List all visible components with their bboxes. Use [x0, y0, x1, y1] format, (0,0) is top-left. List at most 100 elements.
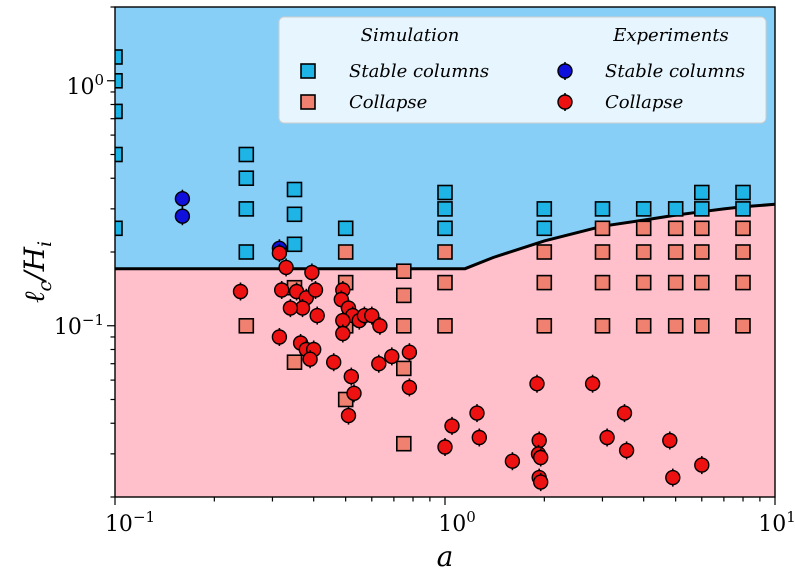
exp-point	[504, 452, 521, 471]
sim-point	[437, 184, 453, 201]
y-tick-exp: −1	[82, 311, 104, 329]
exp-marker	[504, 453, 521, 469]
sim-point	[635, 201, 652, 217]
x-tick-exp: 0	[466, 508, 476, 526]
exp-marker	[599, 429, 615, 446]
exp-point	[437, 438, 453, 456]
sim-point	[437, 274, 453, 291]
sim-point	[735, 274, 751, 291]
legend-label-exp-collapse: Collapse	[605, 92, 683, 113]
x-tick-exp: 1	[786, 508, 795, 526]
sim-point	[735, 184, 751, 201]
exp-marker	[335, 325, 351, 342]
sim-point	[594, 201, 611, 217]
series-experiments-collapse	[232, 244, 710, 492]
x-tick-label-0.1: 10−1	[105, 508, 155, 537]
sim-point	[395, 435, 412, 452]
sim-point	[115, 49, 123, 65]
sim-point	[667, 201, 684, 217]
exp-marker	[662, 432, 678, 449]
series-simulation-collapse	[238, 220, 751, 452]
y-tick-label-0.1: 10−1	[54, 311, 104, 340]
sim-point	[337, 220, 354, 237]
sim-point	[536, 274, 553, 291]
exp-marker	[372, 318, 388, 334]
legend: Simulation Experiments Stable columns Co…	[278, 16, 767, 124]
sim-point	[115, 220, 123, 237]
sim-point	[536, 244, 553, 260]
exp-marker	[174, 208, 191, 224]
exp-point	[340, 406, 357, 425]
exp-point	[584, 374, 601, 393]
exp-marker	[309, 307, 325, 324]
sim-point	[667, 274, 684, 291]
exp-point	[618, 441, 635, 460]
exp-point	[343, 367, 359, 386]
sim-point	[238, 170, 255, 186]
sim-point	[594, 244, 611, 260]
exp-marker	[616, 405, 633, 421]
sim-point	[286, 354, 303, 371]
legend-marker-sim-stable	[300, 63, 316, 79]
sim-point	[395, 263, 412, 280]
sim-point	[238, 201, 255, 217]
axis-ticks	[107, 6, 776, 505]
exp-marker	[371, 356, 387, 372]
sim-point	[693, 317, 710, 334]
exp-marker	[282, 300, 299, 316]
exp-marker	[346, 385, 362, 401]
exp-point	[271, 244, 288, 263]
exp-point	[294, 299, 311, 318]
exp-point	[309, 306, 325, 325]
sim-point	[693, 220, 710, 237]
exp-point	[174, 189, 191, 208]
sim-point	[735, 317, 751, 334]
exp-marker	[326, 354, 342, 370]
exp-marker	[665, 469, 681, 486]
sim-point	[337, 244, 354, 260]
y-tick-exp: 0	[94, 71, 104, 89]
exp-point	[694, 456, 710, 475]
exp-point	[599, 428, 615, 447]
exp-point	[471, 428, 487, 447]
exp-point	[346, 384, 362, 403]
exp-point	[384, 347, 400, 366]
series-simulation-stable-columns	[115, 49, 751, 260]
sim-point	[536, 220, 553, 237]
exp-marker	[437, 439, 453, 455]
exp-point	[304, 263, 320, 282]
exp-point	[326, 353, 342, 372]
sim-point	[594, 317, 611, 334]
legend-marker-exp-collapse	[557, 93, 573, 111]
exp-point	[469, 404, 485, 423]
exp-point	[232, 282, 249, 301]
x-tick-label-1: 100	[438, 508, 476, 537]
sim-point	[635, 220, 652, 237]
exp-point	[533, 448, 549, 467]
sim-point	[635, 244, 652, 260]
legend-label-sim-stable: Stable columns	[349, 61, 489, 82]
exp-marker	[271, 329, 288, 345]
sim-point	[286, 206, 303, 223]
exp-marker	[364, 307, 380, 324]
exp-point	[174, 207, 191, 226]
sim-point	[594, 220, 611, 237]
exp-marker	[232, 283, 249, 300]
legend-label-exp-stable: Stable columns	[605, 61, 745, 82]
sim-point	[437, 317, 453, 334]
exp-point	[364, 306, 380, 325]
sim-point	[635, 317, 652, 334]
exp-point	[616, 404, 633, 423]
y-tick-label-1: 100	[66, 71, 104, 100]
sim-point	[693, 274, 710, 291]
exp-point	[271, 328, 288, 346]
exp-marker	[271, 245, 288, 261]
exp-marker	[444, 418, 460, 434]
sim-point	[667, 220, 684, 237]
sim-point	[693, 244, 710, 260]
exp-marker	[401, 379, 418, 396]
exp-marker	[304, 264, 320, 281]
sim-point	[395, 287, 412, 304]
exp-marker	[469, 405, 485, 421]
